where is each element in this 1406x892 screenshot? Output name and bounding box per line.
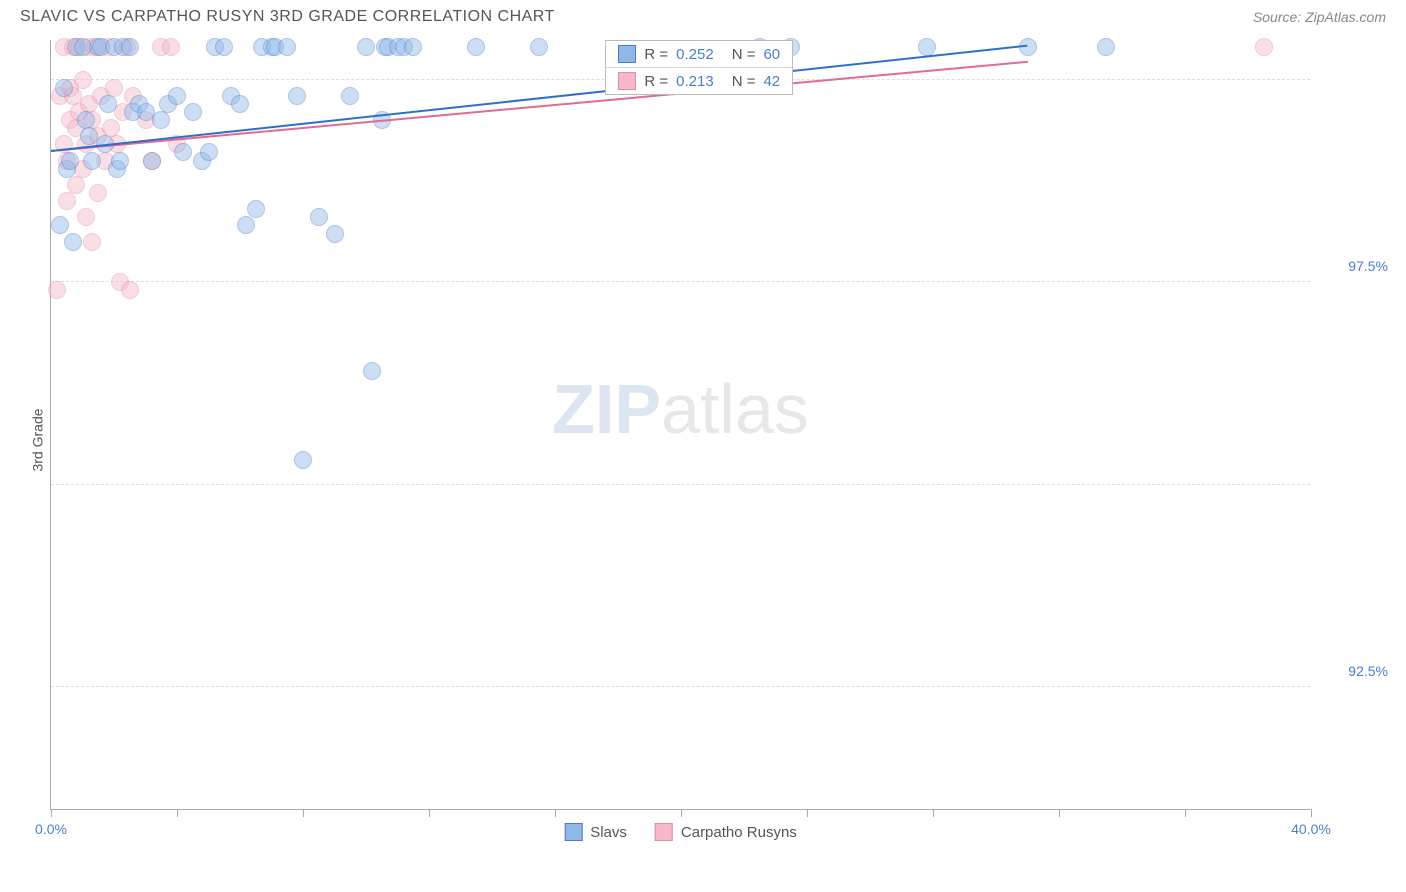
scatter-point bbox=[174, 143, 192, 161]
scatter-point bbox=[58, 192, 76, 210]
scatter-point bbox=[83, 152, 101, 170]
x-tick bbox=[807, 809, 808, 817]
legend: Slavs Carpatho Rusyns bbox=[564, 823, 797, 841]
scatter-point bbox=[467, 38, 485, 56]
scatter-point bbox=[1097, 38, 1115, 56]
y-axis-label: 3rd Grade bbox=[30, 408, 46, 471]
legend-label: Carpatho Rusyns bbox=[681, 824, 797, 841]
x-tick bbox=[51, 809, 52, 817]
scatter-point bbox=[215, 38, 233, 56]
scatter-point bbox=[918, 38, 936, 56]
y-tick-label: 97.5% bbox=[1348, 258, 1388, 274]
scatter-point bbox=[310, 208, 328, 226]
chart-title: SLAVIC VS CARPATHO RUSYN 3RD GRADE CORRE… bbox=[20, 8, 555, 26]
stats-n-label: N = bbox=[732, 46, 756, 63]
legend-swatch bbox=[655, 823, 673, 841]
stats-row: R = 0.213 N = 42 bbox=[606, 68, 792, 94]
stats-r-label: R = bbox=[644, 46, 668, 63]
watermark: ZIPatlas bbox=[552, 369, 809, 449]
legend-swatch bbox=[618, 45, 636, 63]
stats-r-value: 0.213 bbox=[676, 73, 714, 90]
scatter-point bbox=[121, 281, 139, 299]
scatter-point bbox=[326, 225, 344, 243]
legend-label: Slavs bbox=[590, 824, 627, 841]
scatter-point bbox=[77, 208, 95, 226]
stats-box: R = 0.252 N = 60 R = 0.213 N = 42 bbox=[605, 40, 793, 95]
scatter-point bbox=[278, 38, 296, 56]
stats-r-label: R = bbox=[644, 73, 668, 90]
legend-swatch bbox=[564, 823, 582, 841]
scatter-point bbox=[363, 362, 381, 380]
x-tick bbox=[177, 809, 178, 817]
scatter-point bbox=[111, 152, 129, 170]
scatter-point bbox=[51, 216, 69, 234]
x-tick bbox=[1059, 809, 1060, 817]
scatter-point bbox=[48, 281, 66, 299]
source-attribution: Source: ZipAtlas.com bbox=[1253, 9, 1386, 25]
scatter-point bbox=[231, 95, 249, 113]
scatter-point bbox=[288, 87, 306, 105]
x-tick bbox=[303, 809, 304, 817]
x-tick bbox=[1311, 809, 1312, 817]
scatter-point bbox=[168, 87, 186, 105]
scatter-point bbox=[55, 79, 73, 97]
legend-swatch bbox=[618, 72, 636, 90]
gridline bbox=[51, 281, 1310, 282]
scatter-point bbox=[64, 233, 82, 251]
stats-n-value: 60 bbox=[763, 46, 780, 63]
scatter-point bbox=[1255, 38, 1273, 56]
scatter-point bbox=[89, 184, 107, 202]
x-tick bbox=[555, 809, 556, 817]
scatter-point bbox=[74, 71, 92, 89]
scatter-point bbox=[341, 87, 359, 105]
y-tick-label: 92.5% bbox=[1348, 663, 1388, 679]
x-tick-label: 0.0% bbox=[35, 821, 67, 837]
scatter-point bbox=[200, 143, 218, 161]
scatter-point bbox=[357, 38, 375, 56]
scatter-point bbox=[99, 95, 117, 113]
stats-row: R = 0.252 N = 60 bbox=[606, 41, 792, 68]
stats-n-value: 42 bbox=[763, 73, 780, 90]
scatter-point bbox=[162, 38, 180, 56]
scatter-point bbox=[237, 216, 255, 234]
legend-item: Carpatho Rusyns bbox=[655, 823, 797, 841]
scatter-point bbox=[121, 38, 139, 56]
scatter-point bbox=[247, 200, 265, 218]
scatter-point bbox=[77, 111, 95, 129]
scatter-point bbox=[404, 38, 422, 56]
x-tick bbox=[1185, 809, 1186, 817]
stats-n-label: N = bbox=[732, 73, 756, 90]
scatter-point bbox=[294, 451, 312, 469]
legend-item: Slavs bbox=[564, 823, 627, 841]
scatter-point bbox=[67, 176, 85, 194]
x-tick bbox=[429, 809, 430, 817]
scatter-point bbox=[83, 233, 101, 251]
scatter-point bbox=[143, 152, 161, 170]
x-tick-label: 40.0% bbox=[1291, 821, 1331, 837]
scatter-point bbox=[152, 111, 170, 129]
x-tick bbox=[681, 809, 682, 817]
gridline bbox=[51, 686, 1310, 687]
scatter-point bbox=[184, 103, 202, 121]
gridline bbox=[51, 484, 1310, 485]
chart-container: 3rd Grade ZIPatlas 92.5% 97.5% 0.0% 40.0% R … bbox=[0, 30, 1406, 850]
x-tick bbox=[933, 809, 934, 817]
stats-r-value: 0.252 bbox=[676, 46, 714, 63]
scatter-point bbox=[61, 152, 79, 170]
plot-area: ZIPatlas 92.5%97.5%0.0%40.0%R =0.252N =6… bbox=[50, 40, 1310, 810]
scatter-point bbox=[530, 38, 548, 56]
